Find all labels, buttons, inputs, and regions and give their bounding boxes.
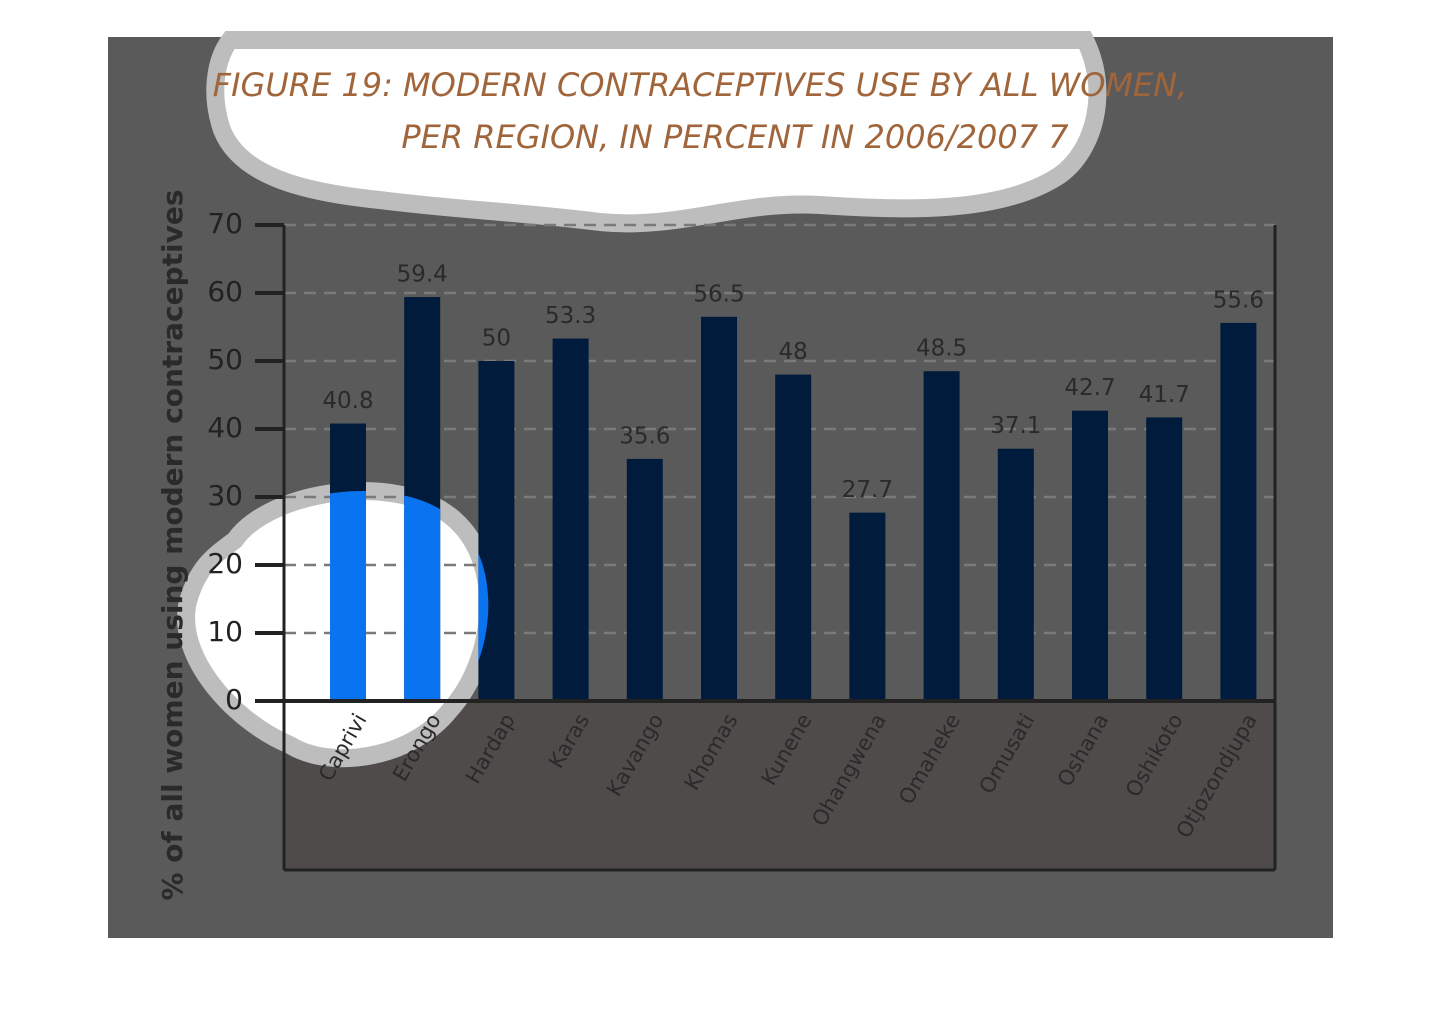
- value-label: 35.6: [619, 423, 670, 449]
- chart-title: PER REGION, IN PERCENT IN 2006/2007 7: [401, 118, 1069, 156]
- value-label: 59.4: [397, 262, 448, 288]
- bar: [552, 338, 589, 701]
- value-label: 56.5: [693, 281, 744, 307]
- y-tick-label: 0: [225, 683, 243, 716]
- bar: [701, 316, 737, 701]
- value-label: 40.8: [322, 388, 373, 414]
- title-spotlight: [206, 31, 1107, 233]
- y-tick-label: 60: [207, 275, 243, 308]
- bar: [478, 361, 515, 701]
- value-label: 50: [482, 326, 511, 352]
- bar: [1146, 417, 1183, 701]
- y-tick-label: 30: [207, 479, 243, 512]
- y-tick-label: 70: [207, 207, 243, 240]
- bar: [626, 458, 663, 701]
- value-label: 55.6: [1213, 287, 1264, 313]
- value-label: 48: [779, 339, 808, 365]
- bar: [997, 448, 1034, 701]
- y-tick-label: 10: [207, 615, 243, 648]
- bar: [1072, 410, 1108, 701]
- value-label: 41.7: [1139, 382, 1190, 408]
- label-band: [284, 701, 1275, 870]
- value-label: 53.3: [545, 303, 596, 329]
- value-label: 42.7: [1064, 375, 1115, 401]
- value-label: 48.5: [916, 336, 967, 362]
- y-axis-label: % of all women using modern contraceptiv…: [156, 190, 189, 901]
- bar: [1220, 322, 1257, 701]
- bar: [849, 512, 886, 701]
- bar: [923, 371, 960, 701]
- y-tick-label: 20: [207, 547, 243, 580]
- chart-title: FIGURE 19: MODERN CONTRACEPTIVES USE BY …: [213, 66, 1188, 104]
- y-tick-label: 40: [207, 411, 243, 444]
- y-tick-label: 50: [207, 343, 243, 376]
- value-label: 37.1: [990, 413, 1041, 439]
- value-label: 27.7: [842, 477, 893, 503]
- bar: [775, 374, 812, 701]
